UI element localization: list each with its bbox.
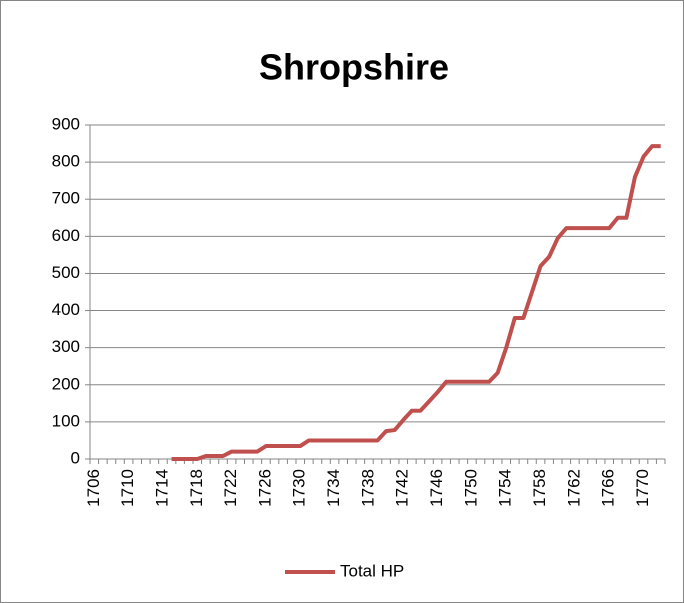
x-tick-label: 1730 bbox=[290, 469, 309, 507]
chart-title: Shropshire bbox=[259, 47, 449, 88]
x-tick-label: 1710 bbox=[118, 469, 137, 507]
x-tick-label: 1718 bbox=[187, 469, 206, 507]
x-tick-label: 1758 bbox=[530, 469, 549, 507]
x-tick-label: 1750 bbox=[461, 469, 480, 507]
x-tick-label: 1726 bbox=[255, 469, 274, 507]
y-tick-label: 600 bbox=[52, 226, 80, 245]
x-tick-label: 1738 bbox=[358, 469, 377, 507]
x-tick-label: 1714 bbox=[152, 469, 171, 507]
y-tick-label: 900 bbox=[52, 114, 80, 133]
x-tick-label: 1746 bbox=[427, 469, 446, 507]
y-tick-label: 500 bbox=[52, 263, 80, 282]
y-tick-label: 800 bbox=[52, 152, 80, 171]
y-tick-label: 700 bbox=[52, 189, 80, 208]
y-tick-label: 300 bbox=[52, 337, 80, 356]
x-tick-label: 1762 bbox=[564, 469, 583, 507]
y-tick-label: 200 bbox=[52, 374, 80, 393]
x-tick-label: 1706 bbox=[84, 469, 103, 507]
y-tick-label: 0 bbox=[71, 448, 80, 467]
legend-label: Total HP bbox=[340, 561, 404, 580]
x-tick-label: 1770 bbox=[633, 469, 652, 507]
x-tick-label: 1742 bbox=[393, 469, 412, 507]
y-tick-label: 100 bbox=[52, 411, 80, 430]
y-tick-label: 400 bbox=[52, 300, 80, 319]
data-line bbox=[171, 144, 661, 461]
x-tick-label: 1722 bbox=[221, 469, 240, 507]
x-tick-label: 1734 bbox=[324, 469, 343, 507]
x-tick-label: 1766 bbox=[599, 469, 618, 507]
x-tick-label: 1754 bbox=[496, 469, 515, 507]
